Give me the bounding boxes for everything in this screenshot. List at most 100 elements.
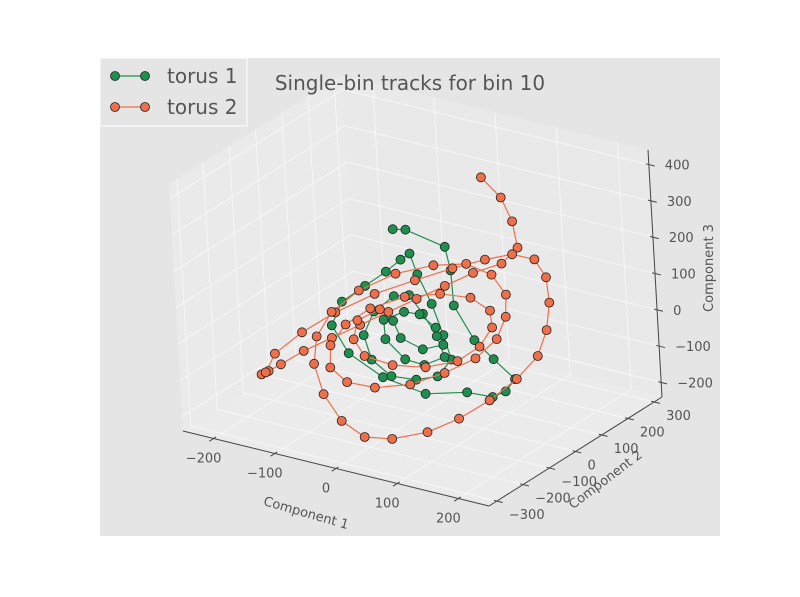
data-point-torus-2: [541, 272, 551, 283]
data-point-torus-2: [485, 305, 495, 316]
y-tick-mark: [520, 483, 530, 487]
data-point-torus-2: [468, 267, 478, 278]
y-tick-label: 200: [640, 426, 665, 441]
z-tick-label: 200: [669, 231, 694, 246]
data-point-torus-1: [388, 315, 399, 326]
data-point-torus-1: [469, 335, 480, 346]
y-tick-mark: [546, 466, 556, 470]
data-point-torus-1: [430, 322, 441, 333]
data-point-torus-2: [422, 427, 433, 438]
data-point-torus-2: [435, 288, 446, 299]
data-point-torus-2: [541, 325, 552, 336]
legend-label-torus-1: torus 1: [167, 64, 237, 88]
grid-line-y: [295, 359, 602, 436]
data-point-torus-1: [378, 372, 388, 383]
grid-line-y: [269, 376, 576, 452]
data-point-torus-2: [529, 254, 540, 265]
z-tick-mark: [647, 199, 657, 203]
grid-line-z: [173, 161, 348, 272]
grid-line-z: [342, 89, 649, 166]
grid-line-z: [350, 234, 658, 311]
data-point-torus-2: [352, 315, 363, 326]
z-tick-label: −200: [677, 377, 713, 392]
legend-marker-torus-2: [140, 102, 150, 112]
data-point-torus-1: [400, 354, 411, 365]
data-point-torus-1: [386, 371, 397, 382]
x-tick-mark: [209, 436, 217, 442]
y-tick-mark: [493, 499, 503, 503]
y-tick-mark: [598, 433, 608, 437]
data-point-torus-2: [359, 351, 370, 361]
x-tick-mark: [453, 496, 462, 502]
grid-line-z: [169, 89, 344, 199]
data-point-torus-1: [399, 306, 409, 317]
data-point-torus-2: [511, 374, 522, 384]
data-point-torus-1: [395, 333, 406, 343]
data-point-torus-2: [475, 172, 486, 183]
data-point-torus-2: [405, 379, 416, 390]
data-point-torus-2: [428, 260, 439, 271]
data-point-torus-2: [369, 382, 380, 393]
data-point-torus-2: [439, 368, 450, 378]
data-point-torus-2: [465, 292, 476, 303]
data-point-torus-1: [417, 344, 428, 355]
data-point-torus-2: [387, 360, 398, 371]
data-point-torus-2: [369, 288, 380, 299]
data-point-torus-1: [426, 298, 437, 309]
data-point-torus-2: [496, 258, 507, 269]
data-point-torus-2: [409, 275, 420, 286]
series-layer: [256, 172, 555, 444]
data-point-torus-1: [358, 330, 369, 341]
z-tick-label: 400: [665, 159, 690, 174]
data-point-torus-1: [326, 320, 337, 331]
z-tick-mark: [649, 235, 659, 240]
data-point-torus-2: [353, 285, 364, 296]
y-tick-label: 100: [614, 442, 639, 457]
series-line-torus-2: [261, 176, 550, 440]
x-tick-label: 100: [375, 497, 400, 512]
z-tick-mark: [651, 272, 661, 276]
data-point-torus-2: [326, 306, 337, 317]
grid-line-z: [177, 234, 352, 345]
grid-line-y: [190, 425, 497, 502]
data-point-torus-2: [374, 304, 385, 315]
data-point-torus-2: [452, 356, 463, 367]
z-tick-mark: [658, 381, 668, 385]
data-point-torus-2: [447, 263, 458, 274]
data-point-torus-2: [491, 334, 502, 345]
grid-line-z: [181, 307, 356, 417]
legend-marker-torus-1: [140, 71, 150, 81]
z-tick-mark: [654, 308, 664, 312]
data-point-torus-2: [325, 340, 336, 351]
data-point-torus-1: [462, 387, 473, 398]
data-point-torus-2: [461, 258, 472, 269]
data-point-torus-2: [260, 367, 271, 378]
x-tick-mark: [331, 466, 339, 472]
data-point-torus-2: [325, 362, 336, 373]
data-point-torus-1: [378, 314, 389, 325]
data-point-torus-2: [420, 362, 431, 373]
data-point-torus-2: [390, 268, 401, 279]
data-point-torus-1: [488, 354, 499, 365]
data-point-torus-2: [544, 297, 555, 308]
data-point-torus-1: [380, 266, 391, 277]
data-point-torus-1: [336, 296, 347, 307]
z-tick-label: 100: [671, 268, 696, 283]
y-tick-label: −300: [509, 508, 545, 523]
z-axis-label: Component 3: [702, 224, 717, 312]
y-tick-mark: [572, 450, 582, 454]
data-point-torus-2: [342, 377, 353, 388]
data-point-torus-1: [395, 254, 406, 265]
data-point-torus-2: [512, 242, 523, 253]
data-point-torus-2: [507, 216, 517, 227]
data-point-torus-2: [365, 303, 376, 314]
z-tick-mark: [656, 344, 666, 349]
data-point-torus-2: [309, 358, 320, 369]
data-point-torus-2: [479, 254, 490, 265]
z-tick-mark: [645, 163, 655, 167]
y-tick-label: 0: [588, 459, 596, 474]
data-point-torus-2: [387, 433, 398, 444]
legend-marker-torus-1: [110, 71, 120, 81]
data-point-torus-1: [431, 331, 442, 342]
